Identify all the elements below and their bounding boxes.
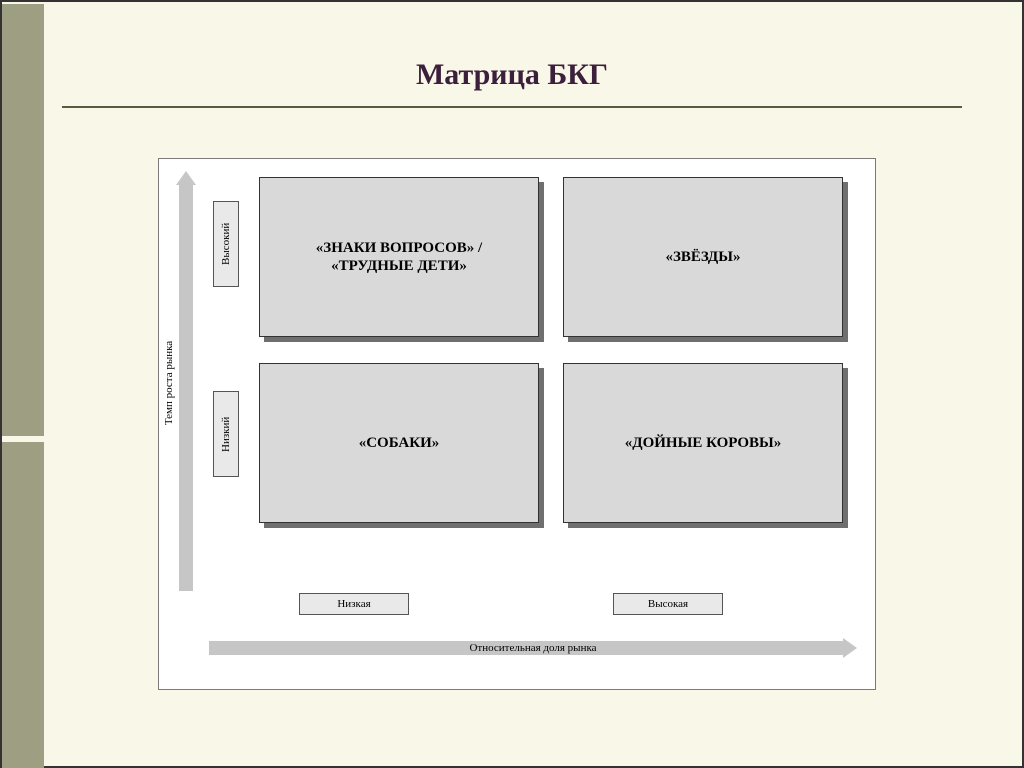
y-level-high: Высокий <box>213 201 239 287</box>
left-accent-stripe-bottom <box>2 442 44 768</box>
quadrant-cash-cows: «ДОЙНЫЕ КОРОВЫ» <box>563 363 843 523</box>
title-area: Матрица БКГ <box>2 58 1022 92</box>
quadrant-label-line: «ЗВЁЗДЫ» <box>666 248 741 266</box>
page-title: Матрица БКГ <box>416 58 608 92</box>
quadrant-stars: «ЗВЁЗДЫ» <box>563 177 843 337</box>
quadrant-label-line: «ТРУДНЫЕ ДЕТИ» <box>316 257 482 275</box>
quadrant-label-line: «ЗНАКИ ВОПРОСОВ» / <box>316 239 482 257</box>
y-axis-arrow-icon <box>179 171 193 591</box>
x-level-low: Низкая <box>299 593 409 615</box>
x-axis-arrow-icon: Относительная доля рынка <box>209 641 857 655</box>
y-level-low: Низкий <box>213 391 239 477</box>
x-axis-label: Относительная доля рынка <box>209 641 857 655</box>
quadrant-label-line: «ДОЙНЫЕ КОРОВЫ» <box>625 434 781 452</box>
quadrant-dogs: «СОБАКИ» <box>259 363 539 523</box>
quadrant-label-line: «СОБАКИ» <box>359 434 440 452</box>
x-level-high: Высокая <box>613 593 723 615</box>
title-rule <box>62 106 962 108</box>
bcg-matrix-diagram: Темп роста рынка Высокий Низкий «ЗНАКИ В… <box>158 158 876 690</box>
y-axis-label: Темп роста рынка <box>163 341 175 425</box>
quadrant-question-marks: «ЗНАКИ ВОПРОСОВ» / «ТРУДНЫЕ ДЕТИ» <box>259 177 539 337</box>
